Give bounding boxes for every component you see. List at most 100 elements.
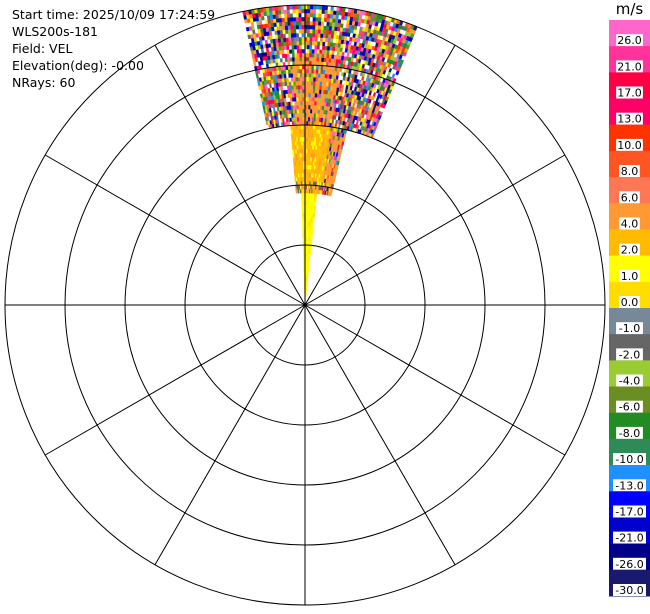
velocity-cell — [296, 29, 299, 33]
velocity-cell — [300, 89, 302, 93]
velocity-cell — [307, 33, 310, 37]
velocity-cell — [301, 105, 303, 109]
velocity-cell — [302, 37, 305, 41]
velocity-cell — [313, 25, 316, 29]
velocity-cell — [311, 85, 313, 89]
velocity-cell — [297, 57, 300, 61]
velocity-cell — [297, 105, 299, 109]
velocity-cell — [299, 101, 301, 105]
ppi-plot — [0, 0, 610, 610]
velocity-cell — [299, 125, 301, 129]
velocity-cell — [288, 25, 291, 29]
velocity-cell — [285, 22, 288, 26]
velocity-cell — [299, 37, 302, 41]
velocity-cell — [302, 157, 304, 161]
colorbar-tick-label: 17.0 — [617, 87, 642, 100]
velocity-cell — [291, 21, 294, 25]
velocity-cell — [290, 9, 293, 13]
velocity-cell — [309, 77, 311, 81]
velocity-cell — [309, 57, 312, 61]
colorbar-tick-label: 1.0 — [621, 270, 639, 283]
velocity-cell — [298, 69, 300, 73]
velocity-cell — [313, 9, 316, 13]
velocity-cell — [301, 113, 303, 117]
velocity-cell — [302, 149, 304, 153]
velocity-cell — [300, 49, 303, 53]
velocity-cell — [298, 81, 300, 85]
velocity-cell — [315, 29, 318, 33]
velocity-cell — [312, 69, 314, 73]
velocity-cell — [308, 121, 310, 125]
polar-grid — [5, 5, 605, 605]
velocity-cell — [302, 85, 304, 89]
velocity-cell — [293, 17, 296, 21]
velocity-cell — [290, 5, 293, 9]
velocity-cell — [303, 125, 305, 129]
velocity-cell — [303, 105, 305, 109]
velocity-cell — [316, 9, 319, 13]
velocity-cell — [298, 65, 300, 69]
velocity-cell — [307, 97, 309, 101]
velocity-cell — [289, 37, 292, 41]
velocity-cell — [303, 93, 305, 97]
velocity-cell — [288, 33, 291, 37]
velocity-cell — [315, 49, 318, 53]
velocity-cell — [313, 17, 316, 21]
velocity-cell — [309, 65, 311, 69]
velocity-cell — [312, 109, 314, 113]
radial-line — [305, 305, 455, 565]
velocity-cell — [297, 61, 300, 65]
velocity-cell — [299, 113, 301, 117]
colorbar-tick-label: 2.0 — [621, 244, 639, 257]
velocity-cell — [307, 5, 310, 9]
velocity-cell — [292, 53, 295, 57]
velocity-cell — [312, 45, 315, 49]
velocity-cell — [303, 109, 305, 113]
velocity-cell — [327, 18, 330, 22]
velocity-cell — [299, 25, 302, 29]
velocity-cell — [310, 245, 311, 249]
velocity-cell — [295, 69, 297, 73]
velocity-cell — [299, 5, 302, 9]
colorbar-unit: m/s — [609, 0, 650, 18]
velocity-cell — [294, 49, 297, 53]
velocity-cell — [296, 9, 299, 13]
velocity-cell — [303, 149, 305, 153]
velocity-cell — [320, 34, 323, 38]
velocity-cell — [295, 61, 298, 65]
velocity-cell — [293, 73, 296, 77]
velocity-cell — [302, 33, 305, 37]
velocity-cell — [303, 121, 305, 125]
velocity-cell — [281, 14, 284, 18]
velocity-cell — [310, 29, 313, 33]
velocity-cell — [302, 49, 305, 53]
colorbar-tick-label: -2.0 — [619, 348, 640, 361]
velocity-cell — [289, 49, 292, 53]
velocity-cell — [327, 14, 330, 18]
velocity-cell — [302, 61, 304, 65]
velocity-cell — [300, 65, 303, 69]
colorbar-tick-label: 10.0 — [617, 139, 642, 152]
velocity-cell — [279, 22, 282, 26]
velocity-cell — [302, 9, 305, 13]
velocity-cell — [313, 221, 314, 225]
velocity-cell — [303, 153, 305, 157]
velocity-cell — [297, 41, 300, 45]
velocity-cell — [329, 22, 332, 26]
velocity-cell — [297, 101, 299, 105]
velocity-cell — [319, 17, 322, 21]
velocity-cell — [314, 213, 315, 217]
velocity-cell — [325, 10, 328, 14]
colorbar-tick-label: -26.0 — [615, 558, 643, 571]
velocity-cell — [299, 29, 302, 33]
velocity-cell — [299, 45, 302, 49]
velocity-cell — [310, 117, 312, 121]
velocity-cell — [300, 145, 302, 149]
velocity-cell — [289, 77, 292, 81]
velocity-cell — [310, 5, 313, 9]
velocity-cell — [312, 61, 315, 65]
velocity-cell — [293, 77, 296, 81]
velocity-cell — [307, 101, 309, 105]
velocity-cell — [294, 81, 296, 85]
